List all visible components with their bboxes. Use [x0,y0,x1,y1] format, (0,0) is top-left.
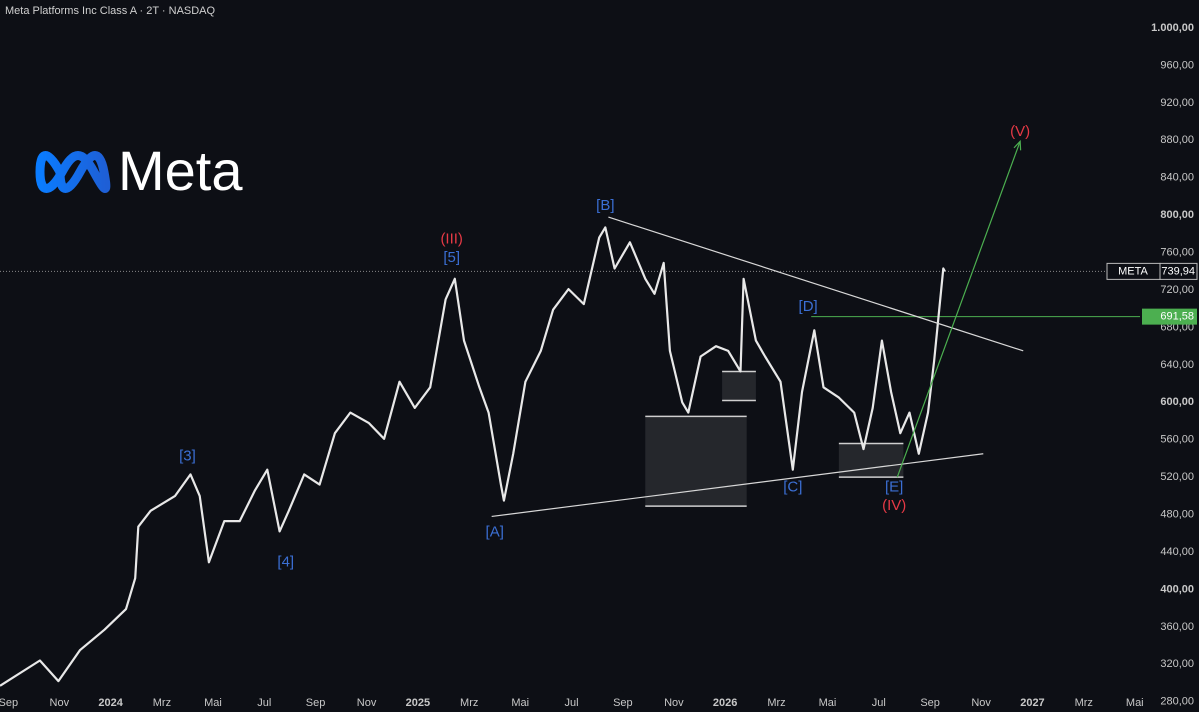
wave-label: (III) [440,230,463,247]
wave-label: [A] [486,523,504,540]
x-tick-label: Sep [306,697,326,709]
wave-label: [5] [443,249,460,266]
x-tick-label: Nov [664,697,684,709]
wave-label: (IV) [882,497,906,514]
wave-label: [4] [277,553,294,570]
y-tick-label: 800,00 [1160,209,1194,221]
y-tick-label: 760,00 [1160,247,1194,259]
x-tick-label: 2026 [713,697,737,709]
y-tick-label: 320,00 [1160,658,1194,670]
y-tick-label: 720,00 [1160,284,1194,296]
y-tick-label: 440,00 [1160,546,1194,558]
y-tick-label: 1.000,00 [1151,22,1194,34]
y-tick-label: 280,00 [1160,696,1194,708]
x-tick-label: Mrz [153,697,171,709]
x-tick-label: Mrz [460,697,478,709]
chart-title: Meta Platforms Inc Class A · 2T · NASDAQ [5,5,216,17]
y-tick-label: 640,00 [1160,359,1194,371]
zone [645,416,747,507]
x-tick-label: Mrz [1075,697,1093,709]
y-tick-label: 880,00 [1160,134,1194,146]
x-tick-label: Sep [920,697,940,709]
price-tag-name: META [1118,265,1148,277]
x-tick-label: Nov [50,697,70,709]
x-tick-label: Mai [204,697,222,709]
x-tick-label: Jul [257,697,271,709]
logo-text: Meta [118,139,243,202]
x-tick-label: Jul [872,697,886,709]
x-tick-label: 2025 [406,697,430,709]
y-tick-label: 400,00 [1160,583,1194,595]
x-tick-label: Nov [971,697,991,709]
level-tag-value: 691,58 [1160,311,1194,323]
price-tag-value: 739,94 [1161,265,1195,277]
trendline [491,453,984,518]
y-tick-label: 600,00 [1160,396,1194,408]
wave-label: [E] [885,478,903,495]
zone [722,371,756,401]
x-tick-label: Sep [0,697,18,709]
y-tick-label: 360,00 [1160,621,1194,633]
x-tick-label: Jul [565,697,579,709]
x-tick-label: 2027 [1020,697,1044,709]
x-tick-label: Sep [613,697,633,709]
wave-label: (V) [1010,123,1030,140]
wave-label: [C] [783,478,802,495]
zone [838,443,904,478]
x-tick-label: Mai [1126,697,1144,709]
level-tag-bg [1142,308,1197,325]
y-tick-label: 480,00 [1160,508,1194,520]
wave-label: [D] [799,298,818,315]
price-tag-bg [1159,262,1198,280]
x-tick-label: Mai [511,697,529,709]
x-tick-label: Mai [819,697,837,709]
trendline [896,141,1021,478]
x-tick-label: 2024 [98,697,123,709]
y-tick-label: 960,00 [1160,59,1194,71]
price-line [0,226,946,687]
y-tick-label: 560,00 [1160,434,1194,446]
wave-label: [3] [179,448,196,465]
trendline [608,216,1024,352]
x-tick-label: Nov [357,697,377,709]
logo-icon [35,151,111,193]
y-tick-label: 920,00 [1160,97,1194,109]
y-tick-label: 520,00 [1160,471,1194,483]
y-tick-label: 840,00 [1160,172,1194,184]
wave-label: [B] [596,197,614,214]
arrow-head [1013,139,1022,151]
x-tick-label: Mrz [767,697,785,709]
